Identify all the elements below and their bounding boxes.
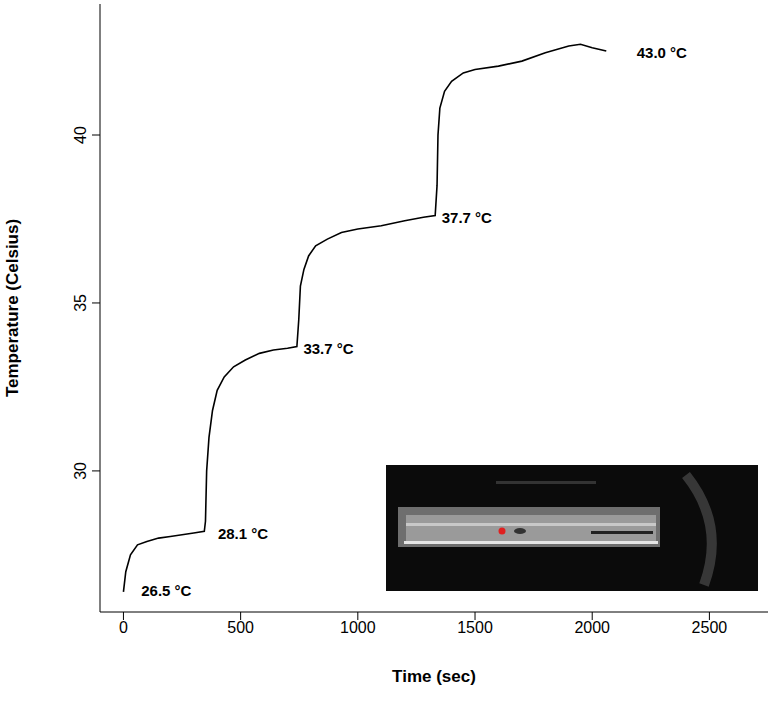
svg-text:30: 30 bbox=[72, 462, 89, 480]
svg-text:1500: 1500 bbox=[457, 619, 493, 636]
svg-text:40: 40 bbox=[72, 126, 89, 144]
svg-text:37.7 °C: 37.7 °C bbox=[442, 209, 492, 226]
svg-text:26.5 °C: 26.5 °C bbox=[141, 582, 191, 599]
svg-text:1000: 1000 bbox=[340, 619, 376, 636]
svg-text:0: 0 bbox=[119, 619, 128, 636]
svg-text:43.0 °C: 43.0 °C bbox=[637, 44, 687, 61]
svg-text:28.1 °C: 28.1 °C bbox=[218, 525, 268, 542]
svg-text:2000: 2000 bbox=[574, 619, 610, 636]
svg-text:33.7 °C: 33.7 °C bbox=[303, 340, 353, 357]
svg-text:2500: 2500 bbox=[692, 619, 728, 636]
svg-text:Temperature (Celsius): Temperature (Celsius) bbox=[3, 219, 22, 397]
svg-text:500: 500 bbox=[227, 619, 254, 636]
svg-text:35: 35 bbox=[72, 294, 89, 312]
svg-text:Time (sec): Time (sec) bbox=[392, 667, 476, 686]
